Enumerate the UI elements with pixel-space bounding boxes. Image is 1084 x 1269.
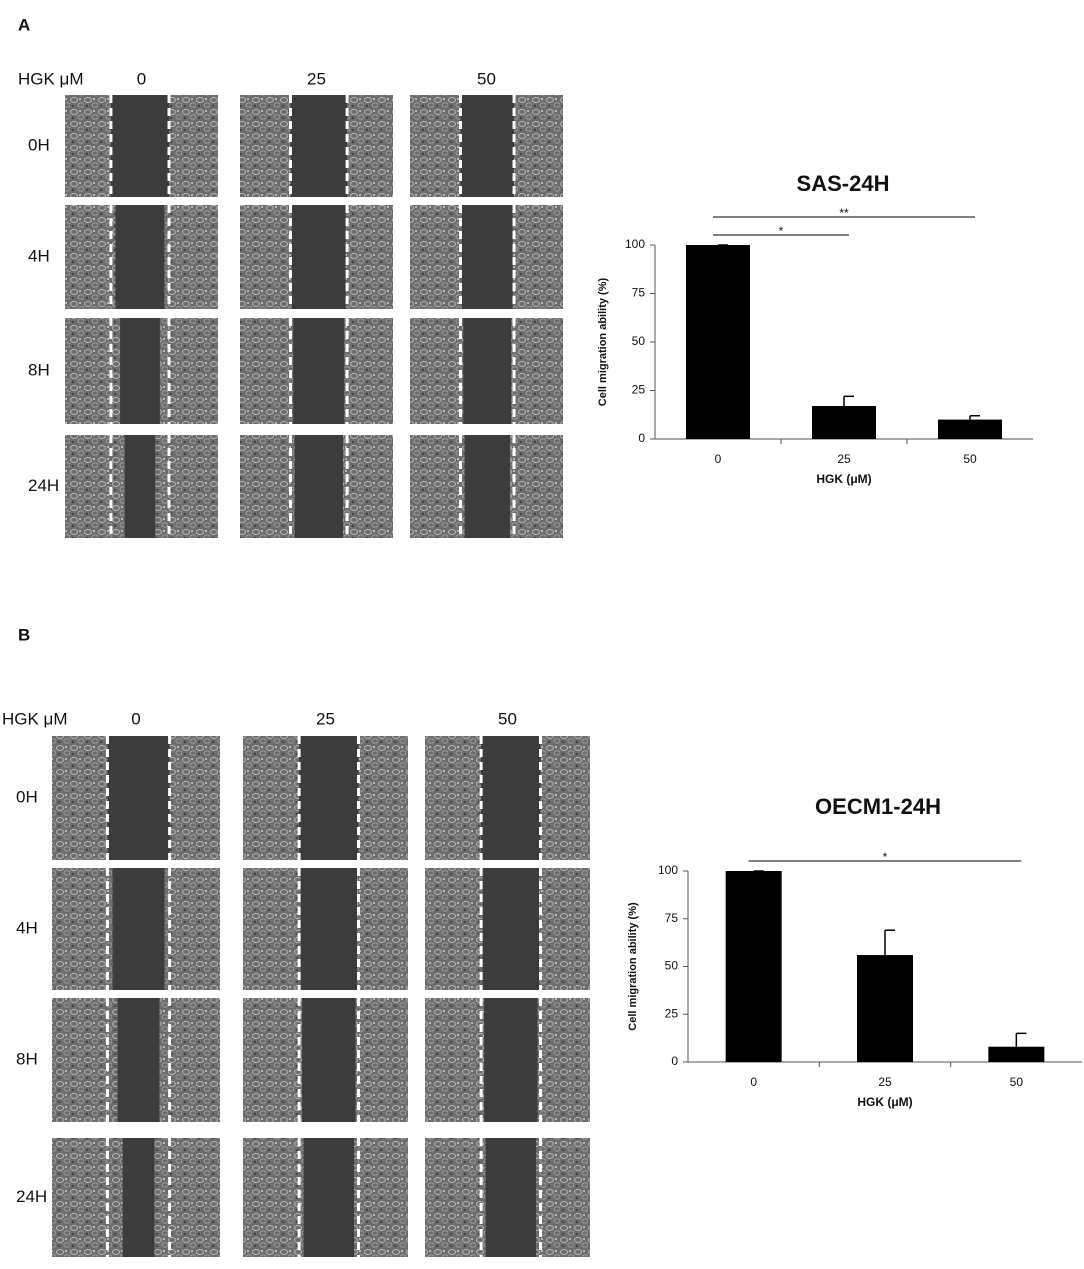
x-tick-label: 0 (715, 452, 722, 466)
error-bar (969, 414, 980, 420)
wound-gap (293, 318, 345, 424)
row-label: 8H (16, 1049, 38, 1068)
wound-gap (294, 435, 343, 538)
wound-gap (482, 868, 540, 990)
header-label: HGK μM (2, 709, 68, 728)
wound-gap (302, 998, 356, 1122)
wound-gap (485, 1138, 537, 1257)
x-tick-label: 25 (878, 1075, 892, 1089)
wound-gap (122, 1138, 155, 1257)
x-tick-label: 25 (837, 452, 851, 466)
bar (988, 1046, 1045, 1062)
y-tick-label: 100 (625, 237, 645, 251)
error-bar (1015, 1032, 1027, 1047)
wound-gap (120, 318, 160, 424)
x-tick-label: 50 (1010, 1075, 1024, 1089)
x-axis-label: HGK (μM) (857, 1095, 912, 1109)
significance-label: * (779, 224, 784, 238)
wound-gap (464, 435, 510, 538)
bar (857, 955, 913, 1062)
y-tick-label: 0 (638, 431, 645, 445)
wound-gap (291, 205, 346, 309)
chart-title: OECM1-24H (815, 794, 941, 819)
y-axis-label: Cell migration ability (%) (627, 902, 639, 1031)
y-axis-label: Cell migration ability (%) (597, 277, 609, 406)
y-tick-label: 50 (665, 959, 679, 973)
y-tick-label: 0 (671, 1054, 678, 1068)
bar (812, 406, 876, 439)
header-label: HGK μM (18, 69, 84, 88)
panel-label: A (18, 15, 30, 34)
wound-gap (117, 998, 160, 1122)
wound-gap (484, 998, 538, 1122)
row-label: 8H (28, 360, 50, 379)
row-label: 4H (16, 918, 38, 937)
wound-gap (124, 435, 156, 538)
column-label: 25 (307, 69, 326, 88)
column-label: 50 (498, 709, 517, 728)
column-label: 50 (477, 69, 496, 88)
wound-gap (460, 95, 515, 197)
wound-gap (107, 736, 170, 860)
y-tick-label: 100 (658, 863, 678, 877)
chart-title: SAS-24H (797, 171, 890, 196)
wound-gap (300, 868, 358, 990)
error-bar (843, 395, 854, 407)
column-label: 0 (131, 709, 140, 728)
x-tick-label: 0 (750, 1075, 757, 1089)
x-tick-label: 50 (963, 452, 977, 466)
wound-gap (290, 95, 348, 197)
bar (938, 419, 1002, 439)
wound-gap (481, 736, 541, 860)
row-label: 4H (28, 246, 50, 265)
column-label: 25 (316, 709, 335, 728)
y-tick-label: 75 (665, 911, 679, 925)
wound-gap (115, 205, 165, 309)
x-axis-label: HGK (μM) (816, 472, 871, 486)
y-tick-label: 75 (632, 286, 646, 300)
significance-label: ** (839, 206, 849, 220)
wound-gap (299, 736, 359, 860)
error-bar (884, 929, 895, 956)
bar (686, 245, 750, 439)
y-tick-label: 25 (632, 383, 646, 397)
panel-label: B (18, 625, 30, 644)
wound-gap (112, 868, 165, 990)
column-label: 0 (137, 69, 146, 88)
row-label: 24H (16, 1187, 47, 1206)
row-label: 0H (28, 135, 50, 154)
row-label: 0H (16, 787, 38, 806)
wound-gap (461, 205, 513, 309)
wound-gap (110, 95, 170, 197)
y-tick-label: 25 (665, 1006, 679, 1020)
bar (725, 871, 782, 1062)
row-label: 24H (28, 476, 59, 495)
significance-label: * (883, 850, 888, 864)
wound-gap (303, 1138, 355, 1257)
wound-gap (463, 318, 512, 424)
y-tick-label: 50 (632, 334, 646, 348)
